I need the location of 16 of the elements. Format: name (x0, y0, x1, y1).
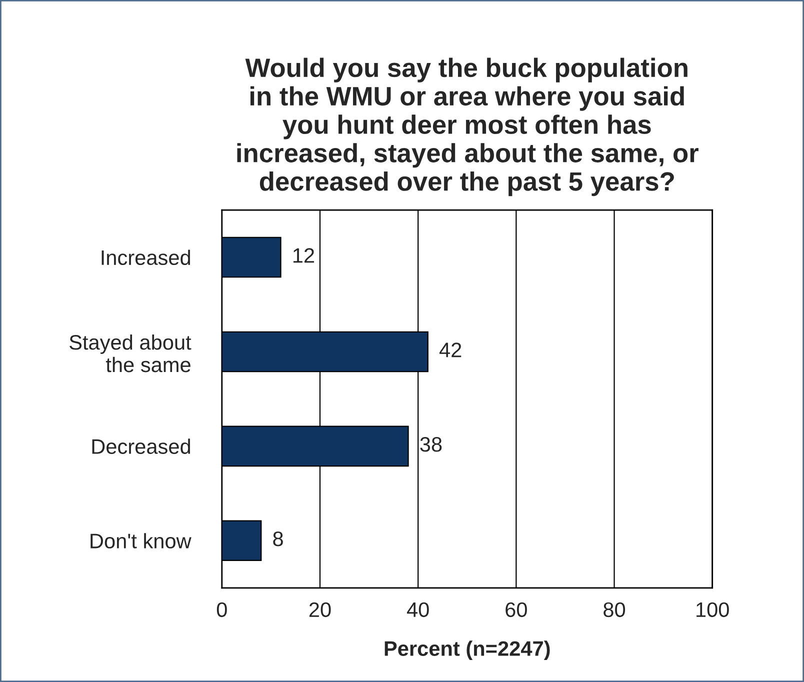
data-label: 42 (439, 342, 462, 358)
data-label: 8 (273, 531, 283, 546)
y-tick-label: Don't know (90, 533, 192, 548)
chart-title: Would you say the buck population in the WMU or area where you said you hunt deer most often has increased, stayed about the same, or decreased over the past 5 years? (237, 58, 698, 196)
y-tick-label: Decreased (92, 438, 190, 454)
data-label: 38 (420, 437, 442, 452)
x-tick-label: 20 (309, 602, 331, 618)
x-tick-label: 40 (406, 602, 429, 618)
x-tick-label: 60 (506, 602, 527, 618)
y-tick-label: Stayed about the same (70, 334, 192, 372)
x-axis-title: Percent (n=2247) (384, 640, 550, 660)
x-tick-label: 0 (216, 602, 227, 618)
data-label: 12 (293, 248, 314, 263)
y-tick-label: Increased (102, 250, 190, 266)
x-tick-label: 100 (696, 602, 729, 618)
x-tick-label: 80 (604, 602, 626, 618)
